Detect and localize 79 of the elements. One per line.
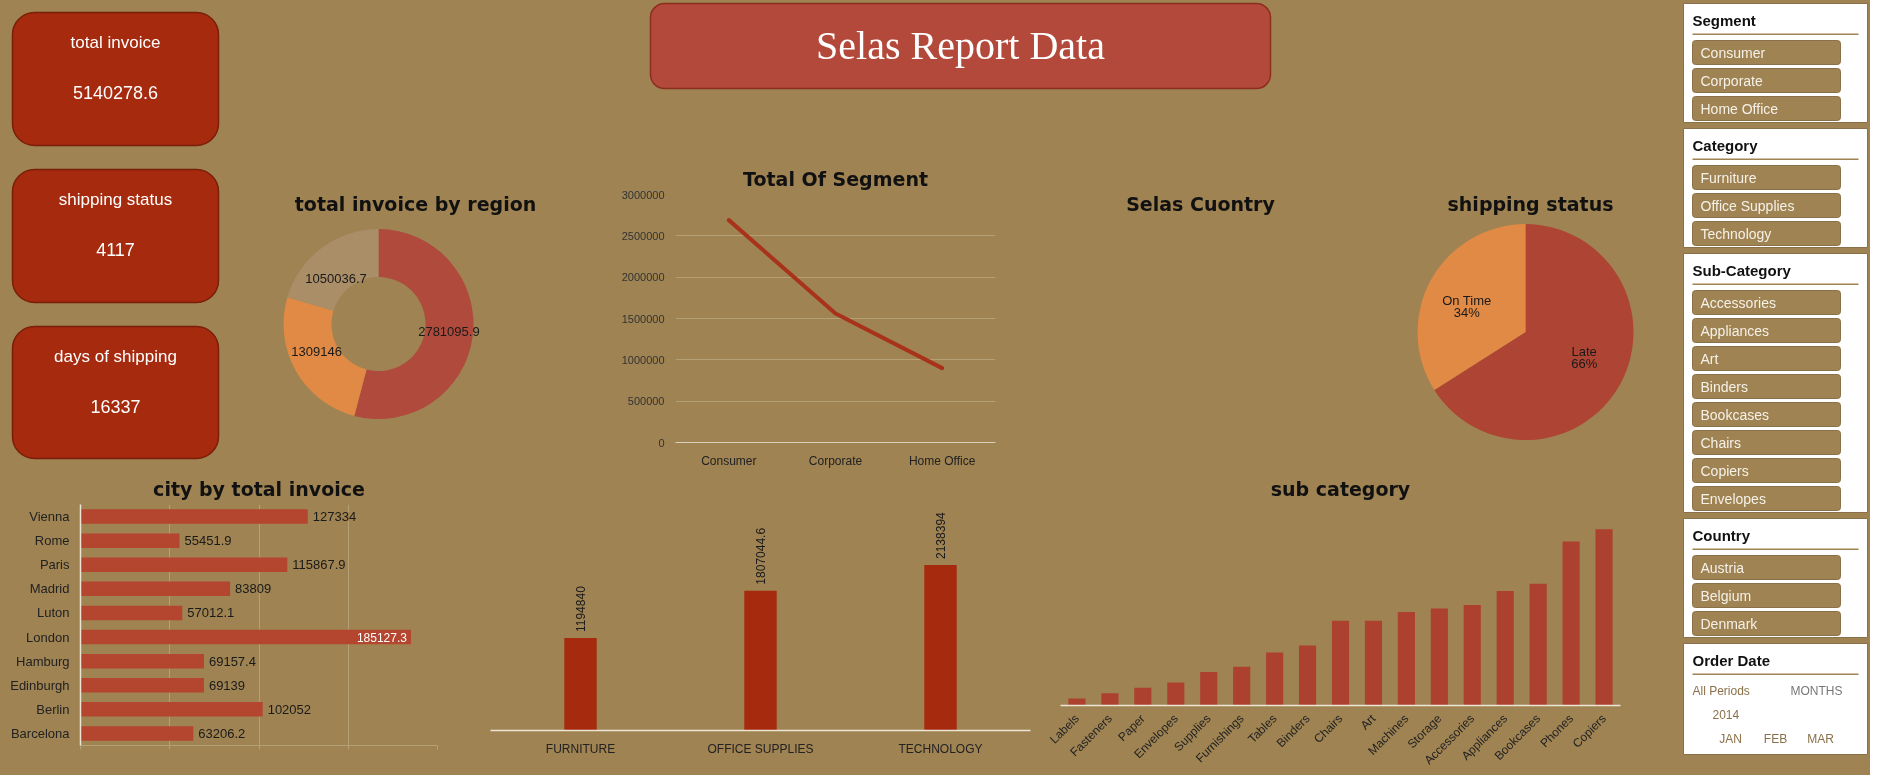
data-label: 1309146 <box>291 344 342 360</box>
text: Accessories <box>1700 294 1776 311</box>
text: Sub-Category <box>1692 262 1792 279</box>
data-label: 2138394 <box>934 511 948 559</box>
text: Furniture <box>1700 169 1757 186</box>
text: Order Date <box>1692 652 1771 669</box>
y-tick-label: 1500000 <box>621 312 665 325</box>
y-tick-label: Barcelona <box>10 725 71 741</box>
text: Home Office <box>1700 100 1779 117</box>
y-tick-label: Edinburgh <box>10 677 70 693</box>
data-label: 185127.3 <box>356 630 408 645</box>
y-tick-label: 500000 <box>627 395 665 408</box>
text: Category <box>1692 137 1759 154</box>
chart-title: total invoice by region <box>294 193 537 216</box>
y-tick-label: Rome <box>34 533 70 549</box>
text: Selas Cuontry <box>1126 193 1276 216</box>
y-tick-label: Luton <box>36 605 70 621</box>
text: Denmark <box>1700 615 1759 632</box>
chart-title: shipping status <box>1447 193 1614 216</box>
y-tick-label: London <box>26 629 70 645</box>
text: 2014 <box>1712 708 1740 722</box>
text: 5140278.6 <box>72 83 159 103</box>
chart-title: Total Of Segment <box>742 167 929 190</box>
x-tick-label: Corporate <box>808 453 863 468</box>
data-label: 2781095.9 <box>418 323 480 339</box>
data-label: 115867.9 <box>292 557 346 573</box>
text: Envelopes <box>1700 490 1766 507</box>
text: Segment <box>1692 12 1756 29</box>
y-tick-label: Berlin <box>36 701 70 717</box>
text: days of shipping <box>54 347 177 366</box>
text: Belgium <box>1700 587 1752 604</box>
text: FEB <box>1763 731 1788 746</box>
y-tick-label: 0 <box>658 436 665 449</box>
text: Corporate <box>1700 72 1763 89</box>
text: Bookcases <box>1700 406 1769 423</box>
text: 16337 <box>90 397 141 417</box>
x-tick-label: FURNITURE <box>545 741 616 756</box>
text: All Periods <box>1692 683 1750 698</box>
text: Appliances <box>1700 322 1769 339</box>
text: Selas Report Data <box>816 23 1106 68</box>
data-label: 55451.9 <box>184 533 232 549</box>
y-tick-label: Vienna <box>29 509 71 525</box>
data-label: 57012.1 <box>187 605 235 621</box>
data-label: 69157.4 <box>208 653 256 669</box>
text: total invoice <box>70 33 161 52</box>
data-label: 1194840 <box>574 585 588 633</box>
x-tick-label: Consumer <box>701 453 757 468</box>
data-label: 69139 <box>208 677 246 693</box>
data-label: 83809 <box>235 581 272 597</box>
y-tick-label: Paris <box>39 557 70 573</box>
y-tick-label: Hamburg <box>16 653 70 669</box>
text: shipping status <box>58 190 173 209</box>
x-tick-label: OFFICE SUPPLIES <box>707 741 814 756</box>
y-tick-label: 1000000 <box>621 353 665 366</box>
y-tick-label: 2500000 <box>621 229 665 242</box>
x-tick-label: TECHNOLOGY <box>898 741 983 756</box>
text: Austria <box>1700 559 1745 576</box>
text: Chairs <box>1700 434 1741 451</box>
x-tick-label: Home Office <box>908 453 976 468</box>
text: Technology <box>1700 225 1772 242</box>
text: Country <box>1692 527 1751 544</box>
chart-title: city by total invoice <box>153 477 365 500</box>
chart-title: sub category <box>1270 477 1411 500</box>
y-tick-label: 2000000 <box>621 271 665 284</box>
data-label: 63206.2 <box>198 725 246 741</box>
data-label: 1050036.7 <box>305 271 367 287</box>
text: MAR <box>1807 731 1835 746</box>
text: MONTHS <box>1790 683 1843 698</box>
text: Office Supplies <box>1700 197 1795 214</box>
text: JAN <box>1719 731 1742 746</box>
data-label: 127334 <box>312 509 357 525</box>
data-label: 102052 <box>267 701 312 717</box>
data-label: 1807044.6 <box>754 527 768 585</box>
text: Consumer <box>1700 44 1766 61</box>
y-tick-label: Madrid <box>29 581 70 597</box>
text: Art <box>1700 350 1719 367</box>
text: Binders <box>1700 378 1748 395</box>
y-tick-label: 3000000 <box>621 188 665 201</box>
text: 4117 <box>96 240 135 260</box>
